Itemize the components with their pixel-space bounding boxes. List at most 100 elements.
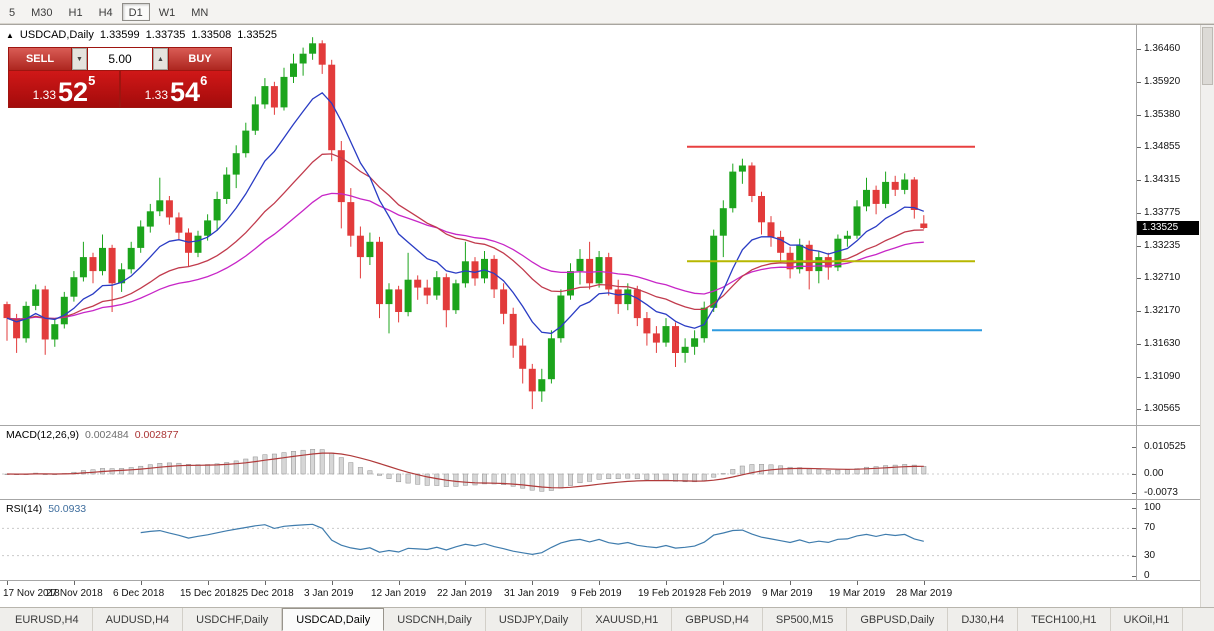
date-axis[interactable]: 17 Nov 2018 27 Nov 2018 6 Dec 2018 15 Dec 2… — [0, 581, 1200, 608]
date-axis-tick — [332, 581, 333, 585]
timeframe-button-5[interactable]: 5 — [9, 6, 16, 19]
macd-indicator-pane[interactable] — [2, 426, 1136, 499]
chart-tab-gbpusd-h4[interactable]: GBPUSD,H4 — [672, 608, 763, 631]
chart-tab-audusd-h4[interactable]: AUDUSD,H4 — [93, 608, 184, 631]
date-axis-label: 12 Jan 2019 — [371, 588, 427, 599]
rsi-name: RSI(14) — [6, 503, 43, 515]
rsi-axis-label: 30 — [1144, 550, 1156, 561]
chart-tab-ukoil-h1[interactable]: UKOil,H1 — [1111, 608, 1184, 631]
pane-separator[interactable] — [0, 499, 1200, 500]
buy-button[interactable]: BUY — [169, 48, 231, 70]
price-axis-tick — [1137, 311, 1141, 312]
chart-tab-eurusd-h4[interactable]: EURUSD,H4 — [2, 608, 93, 631]
macd-axis-tick — [1132, 474, 1136, 475]
price-axis-label: 1.33235 — [1144, 240, 1181, 251]
date-axis-label: 3 Jan 2019 — [304, 588, 354, 599]
main-price-chart[interactable] — [2, 25, 1136, 425]
timeframe-button-h1[interactable]: H1 — [68, 6, 83, 19]
rsi-axis-tick — [1132, 528, 1136, 529]
sell-price-prefix: 1.33 — [32, 88, 57, 102]
price-axis-label: 1.34855 — [1144, 141, 1181, 152]
chart-tab-tech100-h1[interactable]: TECH100,H1 — [1018, 608, 1111, 631]
chart-tab-usdjpy-daily[interactable]: USDJPY,Daily — [486, 608, 583, 631]
chart-tab-sp500-m15[interactable]: SP500,M15 — [763, 608, 848, 631]
price-axis-label: 1.32710 — [1144, 272, 1181, 283]
collapse-panel-icon[interactable]: ▲ — [6, 30, 14, 40]
chart-area[interactable]: ▲ USDCAD,Daily 1.33599 1.33735 1.33508 1… — [0, 24, 1214, 608]
date-axis-label: 25 Dec 2018 — [237, 588, 294, 599]
sell-price[interactable]: 1.33 52 5 — [9, 71, 119, 107]
date-axis-label: 17 Nov 2018 — [3, 588, 60, 599]
timeframe-button-d1[interactable]: D1 — [121, 2, 150, 21]
timeframe-toolbar: 5 M30 H1 H4 D1 W1 MN — [0, 0, 1214, 24]
timeframe-button-group: 5 M30 H1 H4 D1 W1 MN — [0, 2, 215, 21]
trade-panel-prices: 1.33 52 5 1.33 54 6 — [9, 71, 231, 107]
date-axis-label: 9 Feb 2019 — [571, 588, 622, 599]
price-axis-label: 1.32170 — [1144, 305, 1181, 316]
date-axis-label: 6 Dec 2018 — [113, 588, 165, 599]
buy-price-big-digits: 54 — [170, 77, 201, 107]
rsi-axis-label: 70 — [1144, 522, 1156, 533]
date-axis-label: 27 Nov 2018 — [46, 588, 103, 599]
date-axis-tick — [723, 581, 724, 585]
chart-tab-xauusd-h1[interactable]: XAUUSD,H1 — [582, 608, 673, 631]
price-axis-tick — [1137, 213, 1141, 214]
chart-tab-dj30-h4[interactable]: DJ30,H4 — [948, 608, 1019, 631]
date-axis-tick — [265, 581, 266, 585]
buy-price[interactable]: 1.33 54 6 — [121, 71, 231, 107]
arrow-up-icon: ▲ — [157, 55, 164, 63]
price-axis-separator — [1136, 25, 1137, 581]
timeframe-button-h4[interactable]: H4 — [98, 6, 113, 19]
volume-decrease-button[interactable]: ▼ — [72, 48, 87, 70]
price-axis-tick — [1137, 147, 1141, 148]
arrow-down-icon: ▼ — [76, 55, 83, 63]
pane-separator[interactable] — [0, 580, 1200, 581]
price-axis-label: 1.31090 — [1144, 371, 1181, 382]
macd-axis-label: -0.0073 — [1144, 487, 1178, 498]
ohlc-low-value: 1.33508 — [191, 29, 232, 41]
rsi-axis-tick — [1132, 576, 1136, 577]
date-axis-tick — [857, 581, 858, 585]
price-axis-label: 1.33775 — [1144, 207, 1181, 218]
sell-price-pip-digit: 5 — [88, 73, 96, 88]
pane-separator[interactable] — [0, 425, 1200, 426]
price-axis-label: 1.30565 — [1144, 403, 1181, 414]
rsi-axis-label: 100 — [1144, 502, 1161, 513]
one-click-trading-panel: SELL ▼ 5.00 ▲ BUY 1.33 52 5 1.33 54 6 — [8, 47, 232, 108]
ohlc-open-value: 1.33599 — [99, 29, 140, 41]
volume-input[interactable]: 5.00 — [88, 48, 152, 70]
date-axis-label: 9 Mar 2019 — [762, 588, 813, 599]
date-axis-tick — [141, 581, 142, 585]
vertical-scrollbar[interactable] — [1200, 25, 1214, 608]
chart-tab-gbpusd-daily[interactable]: GBPUSD,Daily — [847, 608, 949, 631]
macd-axis-label: 0.00 — [1144, 468, 1164, 479]
sell-button[interactable]: SELL — [9, 48, 71, 70]
price-axis-tick — [1137, 344, 1141, 345]
timeframe-button-w1[interactable]: W1 — [158, 6, 176, 19]
trade-panel-controls: SELL ▼ 5.00 ▲ BUY — [9, 48, 231, 70]
chart-tab-usdcnh-daily[interactable]: USDCNH,Daily — [384, 608, 486, 631]
price-axis[interactable]: 1.36460 1.35920 1.35380 1.34855 1.34315 1.337… — [1137, 25, 1200, 581]
chart-tab-usdcad-daily[interactable]: USDCAD,Daily — [282, 608, 385, 631]
price-axis-tick — [1137, 115, 1141, 116]
date-axis-tick — [399, 581, 400, 585]
date-axis-label: 28 Mar 2019 — [896, 588, 953, 599]
price-axis-tick — [1137, 377, 1141, 378]
ohlc-close-value: 1.33525 — [237, 29, 277, 41]
volume-increase-button[interactable]: ▲ — [153, 48, 168, 70]
scrollbar-thumb[interactable] — [1202, 27, 1213, 85]
chart-tab-usdchf-daily[interactable]: USDCHF,Daily — [183, 608, 283, 631]
macd-signal-value: 0.002877 — [134, 429, 179, 441]
rsi-indicator-pane[interactable] — [2, 500, 1136, 580]
date-axis-tick — [790, 581, 791, 585]
price-axis-label: 1.31630 — [1144, 338, 1181, 349]
timeframe-button-m30[interactable]: M30 — [31, 6, 53, 19]
macd-name: MACD(12,26,9) — [6, 429, 79, 441]
price-axis-tick — [1137, 49, 1141, 50]
date-axis-label: 19 Mar 2019 — [829, 588, 886, 599]
date-axis-tick — [465, 581, 466, 585]
price-axis-tick — [1137, 409, 1141, 410]
price-axis-tick — [1137, 180, 1141, 181]
timeframe-button-mn[interactable]: MN — [191, 6, 209, 19]
chart-symbol-label: USDCAD,Daily — [19, 29, 94, 41]
